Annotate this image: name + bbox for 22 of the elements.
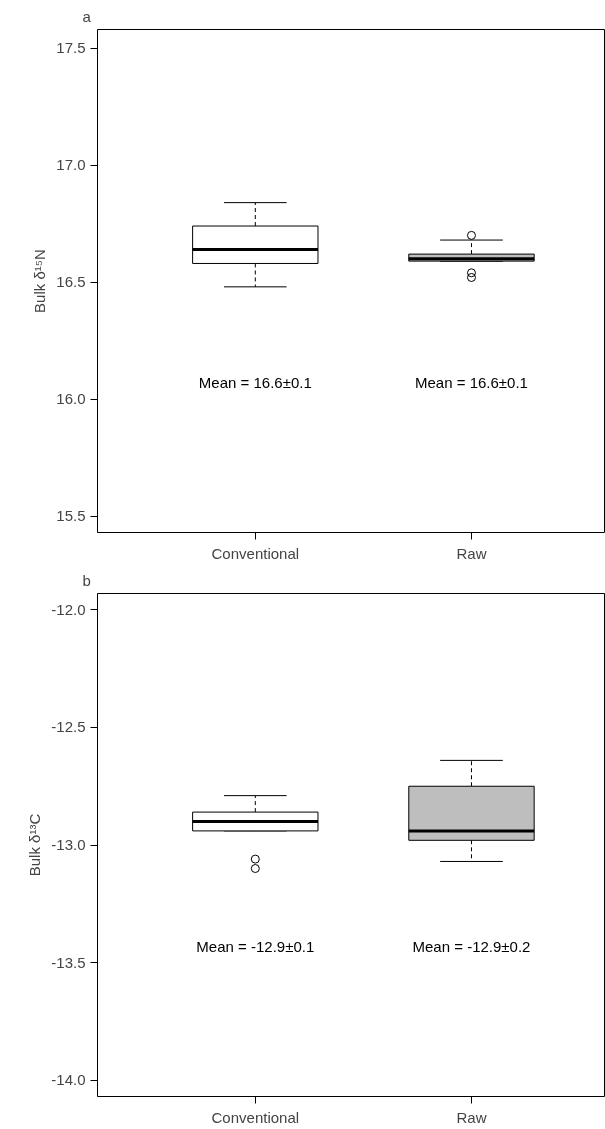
annotation: Mean = -12.9±0.1 xyxy=(196,938,315,955)
y-tick-label: -13.0 xyxy=(51,836,86,853)
y-tick-label: -13.5 xyxy=(51,953,86,971)
annotation: Mean = -12.9±0.2 xyxy=(412,938,531,955)
y-tick-label: 17.0 xyxy=(56,156,86,174)
annotation: Mean = 16.6±0.1 xyxy=(415,374,528,391)
x-tick-label: Raw xyxy=(456,544,487,562)
chart-title: a xyxy=(82,7,92,25)
y-tick-label: 16.0 xyxy=(56,390,86,408)
y-tick-label: -14.0 xyxy=(51,1071,86,1089)
annotation: Mean = 16.6±0.1 xyxy=(198,374,312,391)
y-tick-label: 16.5 xyxy=(56,273,86,291)
y-tick-label: -12.5 xyxy=(51,718,86,736)
y-axis-title: Bulk δ¹⁵N xyxy=(31,249,49,313)
chart-title: b xyxy=(82,571,91,589)
y-tick-label: -12.0 xyxy=(51,600,86,618)
y-tick-label: 15.5 xyxy=(56,507,86,525)
y-axis-title: Bulk δ¹³C xyxy=(26,813,44,877)
x-tick-label: Conventional xyxy=(211,1108,300,1126)
y-tick-label: 17.5 xyxy=(56,39,86,57)
x-tick-label: Raw xyxy=(456,1108,487,1126)
x-tick-label: Conventional xyxy=(211,544,300,562)
